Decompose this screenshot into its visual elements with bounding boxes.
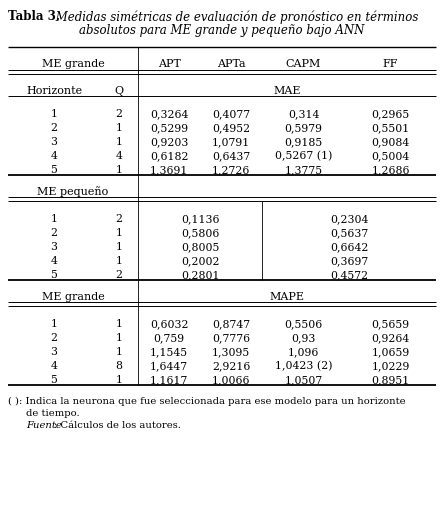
Text: 5: 5 bbox=[51, 165, 57, 175]
Text: 0,4572: 0,4572 bbox=[330, 270, 368, 280]
Text: 0,2304: 0,2304 bbox=[330, 214, 368, 224]
Text: 1: 1 bbox=[115, 242, 123, 252]
Text: 1,3691: 1,3691 bbox=[150, 165, 188, 175]
Text: 0,9185: 0,9185 bbox=[284, 137, 323, 147]
Text: Tabla 3.: Tabla 3. bbox=[8, 10, 60, 23]
Text: 0,5506: 0,5506 bbox=[284, 319, 323, 329]
Text: ( ): Indica la neurona que fue seleccionada para ese modelo para un horizonte: ( ): Indica la neurona que fue seleccion… bbox=[8, 397, 406, 406]
Text: 1,0791: 1,0791 bbox=[212, 137, 250, 147]
Text: : Cálculos de los autores.: : Cálculos de los autores. bbox=[54, 421, 181, 430]
Text: 5: 5 bbox=[51, 375, 57, 385]
Text: absolutos para ME grande y pequeño bajo ANN: absolutos para ME grande y pequeño bajo … bbox=[79, 24, 365, 37]
Text: 0,4077: 0,4077 bbox=[212, 109, 250, 119]
Text: 1,1617: 1,1617 bbox=[150, 375, 188, 385]
Text: 1,0507: 1,0507 bbox=[284, 375, 323, 385]
Text: 0,8747: 0,8747 bbox=[212, 319, 250, 329]
Text: 0,9203: 0,9203 bbox=[150, 137, 188, 147]
Text: 0,5004: 0,5004 bbox=[371, 151, 410, 161]
Text: 1: 1 bbox=[51, 109, 58, 119]
Text: 4: 4 bbox=[51, 361, 57, 371]
Text: 4: 4 bbox=[51, 151, 57, 161]
Text: 1,2686: 1,2686 bbox=[371, 165, 410, 175]
Text: ME grande: ME grande bbox=[42, 59, 104, 69]
Text: 0,3264: 0,3264 bbox=[150, 109, 188, 119]
Text: 0,2801: 0,2801 bbox=[181, 270, 219, 280]
Text: 1,0066: 1,0066 bbox=[212, 375, 250, 385]
Text: 1: 1 bbox=[115, 319, 123, 329]
Text: 1,1545: 1,1545 bbox=[150, 347, 188, 357]
Text: 1: 1 bbox=[115, 123, 123, 133]
Text: 0,6437: 0,6437 bbox=[212, 151, 250, 161]
Text: 1: 1 bbox=[51, 319, 58, 329]
Text: 2: 2 bbox=[51, 123, 58, 133]
Text: 0,3697: 0,3697 bbox=[330, 256, 368, 266]
Text: 1,3775: 1,3775 bbox=[285, 165, 322, 175]
Text: 2: 2 bbox=[115, 214, 123, 224]
Text: 0,5637: 0,5637 bbox=[330, 228, 368, 238]
Text: 0,6642: 0,6642 bbox=[330, 242, 368, 252]
Text: 2: 2 bbox=[115, 270, 123, 280]
Text: MAE: MAE bbox=[273, 86, 301, 96]
Text: 4: 4 bbox=[51, 256, 57, 266]
Text: 0,4952: 0,4952 bbox=[212, 123, 250, 133]
Text: 1: 1 bbox=[115, 165, 123, 175]
Text: de tiempo.: de tiempo. bbox=[26, 409, 79, 418]
Text: 0,5267 (1): 0,5267 (1) bbox=[275, 151, 332, 161]
Text: 0,6032: 0,6032 bbox=[150, 319, 188, 329]
Text: 3: 3 bbox=[51, 347, 58, 357]
Text: 0,5501: 0,5501 bbox=[371, 123, 410, 133]
Text: ME pequeño: ME pequeño bbox=[37, 186, 109, 197]
Text: APT: APT bbox=[158, 59, 180, 69]
Text: 4: 4 bbox=[115, 151, 123, 161]
Text: 5: 5 bbox=[51, 270, 57, 280]
Text: 1: 1 bbox=[115, 228, 123, 238]
Text: 1,096: 1,096 bbox=[288, 347, 319, 357]
Text: APTa: APTa bbox=[217, 59, 246, 69]
Text: 1: 1 bbox=[115, 256, 123, 266]
Text: 0,8005: 0,8005 bbox=[181, 242, 219, 252]
Text: 0,6182: 0,6182 bbox=[150, 151, 188, 161]
Text: 1: 1 bbox=[115, 375, 123, 385]
Text: Fuente: Fuente bbox=[26, 421, 62, 430]
Text: 1: 1 bbox=[115, 333, 123, 343]
Text: 1,3095: 1,3095 bbox=[212, 347, 250, 357]
Text: 0,2965: 0,2965 bbox=[371, 109, 410, 119]
Text: 3: 3 bbox=[51, 137, 58, 147]
Text: 8: 8 bbox=[115, 361, 123, 371]
Text: Horizonte: Horizonte bbox=[26, 86, 82, 96]
Text: 0,5299: 0,5299 bbox=[150, 123, 188, 133]
Text: 0,9264: 0,9264 bbox=[371, 333, 410, 343]
Text: 1,0229: 1,0229 bbox=[371, 361, 410, 371]
Text: MAPE: MAPE bbox=[270, 292, 305, 302]
Text: 0,759: 0,759 bbox=[154, 333, 185, 343]
Text: Medidas simétricas de evaluación de pronóstico en términos: Medidas simétricas de evaluación de pron… bbox=[52, 10, 418, 23]
Text: 0,2002: 0,2002 bbox=[181, 256, 219, 266]
Text: 0,9084: 0,9084 bbox=[371, 137, 410, 147]
Text: 0,5979: 0,5979 bbox=[285, 123, 322, 133]
Text: 3: 3 bbox=[51, 242, 58, 252]
Text: 1,2726: 1,2726 bbox=[212, 165, 250, 175]
Text: 2: 2 bbox=[51, 228, 58, 238]
Text: 0,7776: 0,7776 bbox=[212, 333, 250, 343]
Text: CAPM: CAPM bbox=[286, 59, 321, 69]
Text: Q: Q bbox=[115, 86, 123, 96]
Text: 0,1136: 0,1136 bbox=[181, 214, 219, 224]
Text: 1: 1 bbox=[51, 214, 58, 224]
Text: 0,93: 0,93 bbox=[291, 333, 316, 343]
Text: 1,0423 (2): 1,0423 (2) bbox=[275, 361, 332, 371]
Text: 2: 2 bbox=[51, 333, 58, 343]
Text: 0,8951: 0,8951 bbox=[371, 375, 410, 385]
Text: 1,0659: 1,0659 bbox=[371, 347, 410, 357]
Text: 2: 2 bbox=[115, 109, 123, 119]
Text: 0,5806: 0,5806 bbox=[181, 228, 219, 238]
Text: 0,5659: 0,5659 bbox=[372, 319, 409, 329]
Text: 1: 1 bbox=[115, 137, 123, 147]
Text: 2,9216: 2,9216 bbox=[212, 361, 250, 371]
Text: ME grande: ME grande bbox=[42, 292, 104, 302]
Text: FF: FF bbox=[383, 59, 398, 69]
Text: 1: 1 bbox=[115, 347, 123, 357]
Text: 0,314: 0,314 bbox=[288, 109, 319, 119]
Text: 1,6447: 1,6447 bbox=[150, 361, 188, 371]
